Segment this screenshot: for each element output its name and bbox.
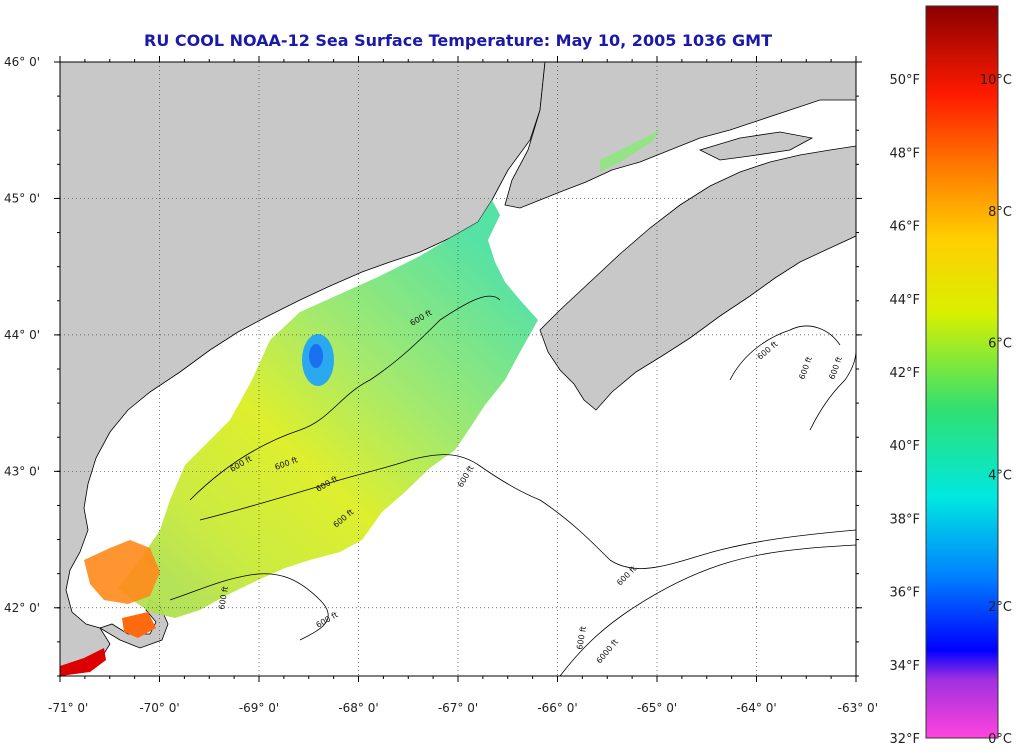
isobath-inner-basin xyxy=(189,295,501,501)
isobath-contours xyxy=(169,295,856,676)
sst-hot-patch xyxy=(60,648,106,676)
lon-tick-label: -68° 0' xyxy=(338,701,378,715)
lon-tick-label: -69° 0' xyxy=(239,701,279,715)
map-title: RU COOL NOAA-12 Sea Surface Temperature:… xyxy=(144,31,772,50)
colorbar-c-label: 6°C xyxy=(988,337,1012,352)
isobath-slope xyxy=(559,544,856,676)
sst-coverage xyxy=(118,200,538,618)
colorbar-f-label: 42°F xyxy=(889,366,920,381)
contour-label: 600 ft xyxy=(217,586,230,611)
colorbar-f-label: 38°F xyxy=(889,512,920,527)
graticule xyxy=(60,62,856,676)
colorbar xyxy=(925,5,999,739)
colorbar-f-label: 34°F xyxy=(889,659,920,674)
colorbar-c-label: 2°C xyxy=(988,600,1012,615)
tick-labels: -71° 0' -70° 0' -69° 0' -68° 0' -67° 0' -66° … xyxy=(4,55,878,715)
colorbar-f-label: 36°F xyxy=(889,586,920,601)
colorbar-f-label: 40°F xyxy=(889,439,920,454)
colorbar-f-label: 48°F xyxy=(889,146,920,161)
lon-tick-label: -63° 0' xyxy=(838,701,878,715)
isobath-nova-scotia-2 xyxy=(809,349,856,431)
colorbar-f-label: 50°F xyxy=(889,73,920,88)
lat-tick-label: 44° 0' xyxy=(4,328,40,342)
lon-tick-label: -67° 0' xyxy=(438,701,478,715)
colorbar-c-label: 4°C xyxy=(988,468,1012,483)
land-nova-scotia xyxy=(539,145,856,411)
colorbar-c-label: 10°C xyxy=(980,73,1012,88)
colorbar-c-label: 8°C xyxy=(988,205,1012,220)
land-pei xyxy=(698,131,814,161)
lon-tick-label: -64° 0' xyxy=(736,701,776,715)
colorbar-celsius-labels: 0°C 2°C 4°C 6°C 8°C 10°C xyxy=(980,73,1012,747)
land-new-brunswick xyxy=(504,62,856,209)
lat-tick-label: 45° 0' xyxy=(4,191,40,205)
lat-tick-label: 43° 0' xyxy=(4,464,40,478)
lon-tick-label: -71° 0' xyxy=(48,701,88,715)
colorbar-f-label: 44°F xyxy=(889,293,920,308)
lon-tick-label: -65° 0' xyxy=(637,701,677,715)
lon-tick-label: -70° 0' xyxy=(139,701,179,715)
lat-tick-label: 46° 0' xyxy=(4,55,40,69)
isobath-outer-shelf xyxy=(169,573,329,641)
colorbar-c-label: 0°C xyxy=(988,732,1012,747)
tick-marks xyxy=(54,56,862,682)
isobath-nova-scotia-1 xyxy=(729,325,841,381)
sst-cold-patch-core xyxy=(309,344,323,368)
colorbar-fahrenheit-labels: 32°F 34°F 36°F 38°F 40°F 42°F 44°F 46°F 48°F 50°F xyxy=(889,73,920,747)
sst-fundy-strip xyxy=(600,130,660,172)
isobath-central xyxy=(199,454,856,569)
land-new-england xyxy=(60,62,546,676)
colorbar-f-label: 46°F xyxy=(889,220,920,235)
sst-warm-cape-bay xyxy=(122,612,156,638)
sst-warm-patch xyxy=(84,540,160,604)
lat-tick-label: 42° 0' xyxy=(4,601,40,615)
map-layers: 600 ft 600 ft 600 ft 600 ft 600 ft 600 f… xyxy=(60,62,856,676)
contour-label: 600 ft xyxy=(575,626,588,651)
colorbar-f-label: 32°F xyxy=(889,732,920,747)
lon-tick-label: -66° 0' xyxy=(537,701,577,715)
